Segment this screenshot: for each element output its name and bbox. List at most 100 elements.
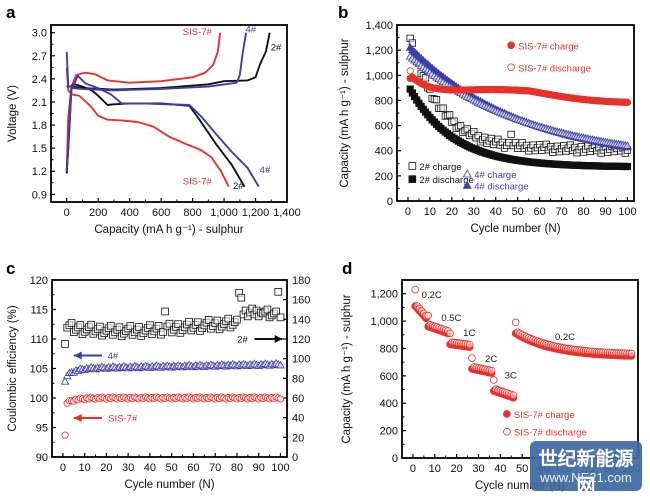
x-tick-label: 60 — [534, 206, 546, 218]
series-line — [65, 32, 271, 174]
y-right-tick-label: 40 — [292, 413, 304, 425]
arrow-head — [73, 414, 82, 423]
x-axis-label: Capacity (mA h g⁻¹) - sulphur — [94, 224, 243, 236]
data-point — [421, 74, 430, 82]
rate-label: 0.2C — [422, 290, 442, 301]
data-point — [507, 41, 515, 50]
x-tick-label: 1,000 — [210, 207, 238, 219]
data-point — [276, 395, 285, 403]
rate-label: 2C — [485, 354, 497, 365]
chart-b: b 0 10 20 30 40 50 60 70 80 90 100 0 200 400 600 800 1,00… — [338, 3, 637, 235]
data-point — [432, 96, 441, 104]
data-point — [487, 366, 496, 375]
data-point — [60, 376, 70, 385]
data-point — [623, 98, 632, 106]
y-tick-label: 1.5 — [32, 143, 47, 155]
x-tick-label: 1,400 — [273, 207, 301, 219]
data-point — [274, 287, 283, 296]
y-tick-label: 800 — [380, 343, 398, 355]
data-point — [61, 431, 69, 439]
data-point — [465, 340, 474, 349]
series-line — [65, 32, 248, 172]
x-tick-label: 90 — [599, 206, 611, 218]
data-point — [503, 427, 511, 436]
y-tick-label: 90 — [36, 452, 48, 464]
y-tick-label: 115 — [30, 305, 48, 317]
y-right-tick-label: 100 — [292, 354, 310, 366]
y-tick-label: 200 — [380, 426, 398, 438]
annotation: 4# — [260, 165, 271, 176]
plot-frame — [396, 24, 635, 202]
segment-1C — [446, 329, 474, 351]
annotation: SIS-7# — [183, 27, 213, 38]
panel-label: d — [342, 259, 352, 278]
data-point — [627, 349, 636, 358]
y-right-tick-label: 140 — [292, 314, 310, 326]
series-2-discharge — [406, 85, 632, 171]
x-tick-label: 70 — [555, 206, 567, 218]
series-sis-7- — [61, 393, 285, 439]
data-point — [106, 321, 115, 330]
data-point — [408, 175, 417, 183]
legend-label: 2# charge — [419, 162, 461, 173]
x-tick-label: 70 — [209, 462, 221, 474]
rate-label: 0.5C — [441, 313, 461, 324]
x-tick-label: 100 — [271, 462, 289, 474]
x-tick-label: 40 — [490, 206, 502, 218]
data-point — [446, 329, 454, 338]
annotation: 2# — [271, 42, 282, 53]
series-line — [65, 32, 222, 172]
data-point — [462, 180, 472, 189]
x-tick-label: 30 — [122, 462, 134, 474]
data-point — [154, 322, 163, 330]
data-point — [276, 313, 285, 322]
y-tick-label: 800 — [375, 95, 393, 107]
y-axis-label: Capacity (mA h g⁻¹) - sulphur — [339, 38, 351, 187]
y-tick-label: 1,000 — [370, 316, 398, 328]
y-right-tick-label: 60 — [292, 393, 304, 405]
y-tick-label: 600 — [380, 371, 398, 383]
x-tick-label: 30 — [468, 206, 480, 218]
chart-d: d010203040506070809010002004006008001,00… — [341, 259, 641, 492]
data-point — [115, 323, 124, 332]
x-tick-label: 0 — [410, 463, 416, 475]
y-tick-label: 120 — [30, 275, 48, 287]
x-tick-label: 10 — [424, 206, 436, 218]
data-point — [511, 318, 520, 327]
y-tick-label: 95 — [36, 423, 48, 435]
annotation: 2# — [233, 181, 244, 192]
x-tick-label: 40 — [144, 462, 156, 474]
x-tick-label: 80 — [231, 462, 243, 474]
x-axis-label: Cycle number (N) — [470, 223, 560, 235]
x-tick-label: 10 — [429, 463, 441, 475]
y-tick-label: 400 — [380, 398, 398, 410]
data-point — [446, 111, 454, 119]
legend-label: SIS-7# discharge — [514, 428, 587, 439]
annotation: SIS-7# — [108, 414, 138, 425]
arrow-head — [73, 351, 82, 360]
y-tick-label: 2.7 — [32, 51, 47, 63]
y-right-tick-label: 0 — [292, 452, 298, 464]
data-point — [424, 311, 433, 320]
x-tick-label: 50 — [166, 462, 178, 474]
data-point — [503, 410, 511, 418]
x-tick-label: 1,200 — [242, 207, 270, 219]
y-tick-label: 1,200 — [365, 45, 393, 57]
data-point — [237, 293, 246, 302]
y-tick-label: 1.8 — [32, 120, 47, 132]
legend-label: SIS-7# charge — [514, 410, 575, 421]
x-tick-label: 90 — [253, 462, 265, 474]
data-point — [272, 307, 280, 316]
y-tick-label: 2.4 — [32, 74, 47, 86]
legend-label: 2# discharge — [419, 175, 473, 186]
y-right-tick-label: 160 — [292, 295, 310, 307]
x-tick-label: 0 — [60, 462, 66, 474]
y-tick-label: 100 — [30, 393, 48, 405]
x-tick-label: 400 — [120, 207, 138, 219]
rate-label: 1C — [463, 328, 475, 339]
series-sis-7-charge — [406, 73, 632, 106]
chart-c: c 0 10 20 30 40 50 60 70 80 90 100 90 95 100 105 110 115 1… — [6, 259, 310, 491]
y-tick-label: 1.2 — [32, 166, 47, 178]
y-right-tick-label: 180 — [292, 275, 310, 287]
x-tick-label: 30 — [472, 463, 484, 475]
